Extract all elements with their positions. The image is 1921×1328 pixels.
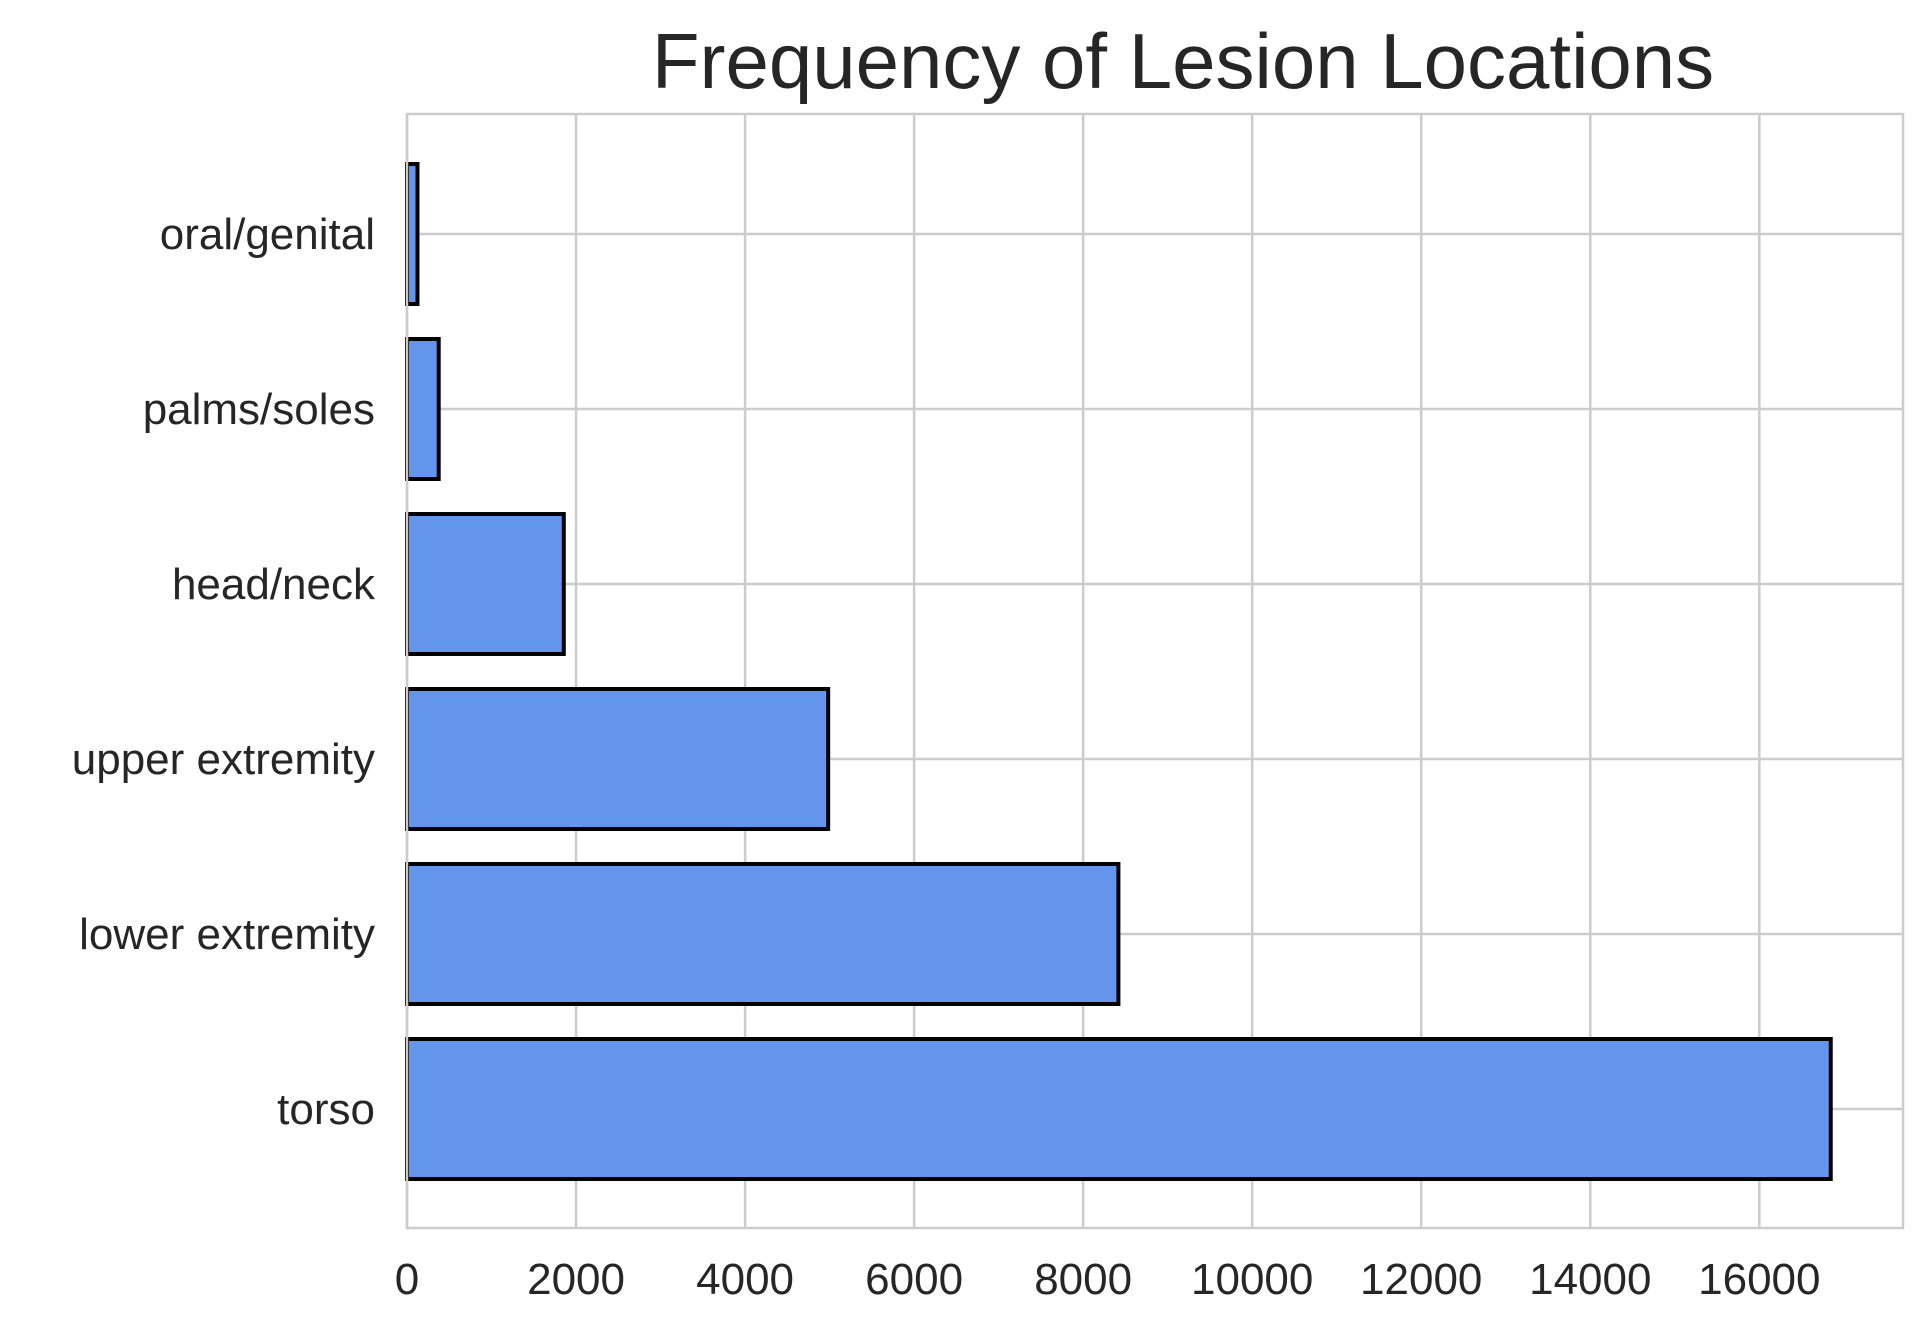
y-tick-label-lower-extremity: lower extremity — [79, 910, 375, 959]
bar-head-neck — [405, 512, 566, 656]
bar-oral-genital — [405, 162, 420, 306]
bar-palms-soles — [405, 337, 441, 481]
bars — [405, 162, 1833, 1181]
y-tick-labels: torso lower extremity upper extremity head/… — [72, 210, 376, 1134]
x-tick-label: 4000 — [696, 1255, 794, 1304]
y-tick-label-upper-extremity: upper extremity — [72, 735, 375, 784]
x-tick-label: 2000 — [527, 1255, 625, 1304]
y-tick-label-head-neck: head/neck — [172, 560, 376, 609]
x-tick-label: 8000 — [1034, 1255, 1132, 1304]
chart-title: Frequency of Lesion Locations — [652, 17, 1714, 105]
bar-torso — [405, 1037, 1833, 1181]
bar-lower-extremity — [405, 862, 1121, 1006]
x-tick-label: 6000 — [865, 1255, 963, 1304]
x-tick-label: 12000 — [1360, 1255, 1482, 1304]
x-tick-label: 14000 — [1529, 1255, 1651, 1304]
x-tick-label: 16000 — [1698, 1255, 1820, 1304]
y-tick-label-torso: torso — [277, 1085, 375, 1134]
bar-upper-extremity — [405, 687, 831, 831]
x-tick-label: 0 — [395, 1255, 419, 1304]
x-tick-label: 10000 — [1191, 1255, 1313, 1304]
x-tick-labels: 0 2000 4000 6000 8000 10000 12000 14000 16000 — [395, 1255, 1821, 1304]
y-tick-label-oral-genital: oral/genital — [160, 210, 375, 259]
y-tick-label-palms-soles: palms/soles — [143, 385, 375, 434]
plot-frame — [405, 112, 1905, 1230]
